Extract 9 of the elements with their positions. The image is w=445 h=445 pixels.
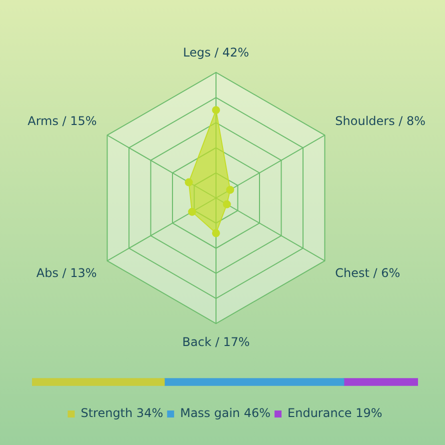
spoke-label: Chest / 6% <box>335 266 400 280</box>
spoke-label: Shoulders / 8% <box>335 114 426 128</box>
legend-label: Endurance 19% <box>288 406 382 420</box>
spoke-label: Abs / 13% <box>36 266 97 280</box>
spoke-label: Arms / 15% <box>28 114 97 128</box>
spoke-label: Back / 17% <box>182 334 250 349</box>
spoke-label: Legs / 42% <box>182 45 250 60</box>
legend-label: Mass gain 46% <box>180 406 271 420</box>
legend-label: Strength 34% <box>80 406 164 420</box>
